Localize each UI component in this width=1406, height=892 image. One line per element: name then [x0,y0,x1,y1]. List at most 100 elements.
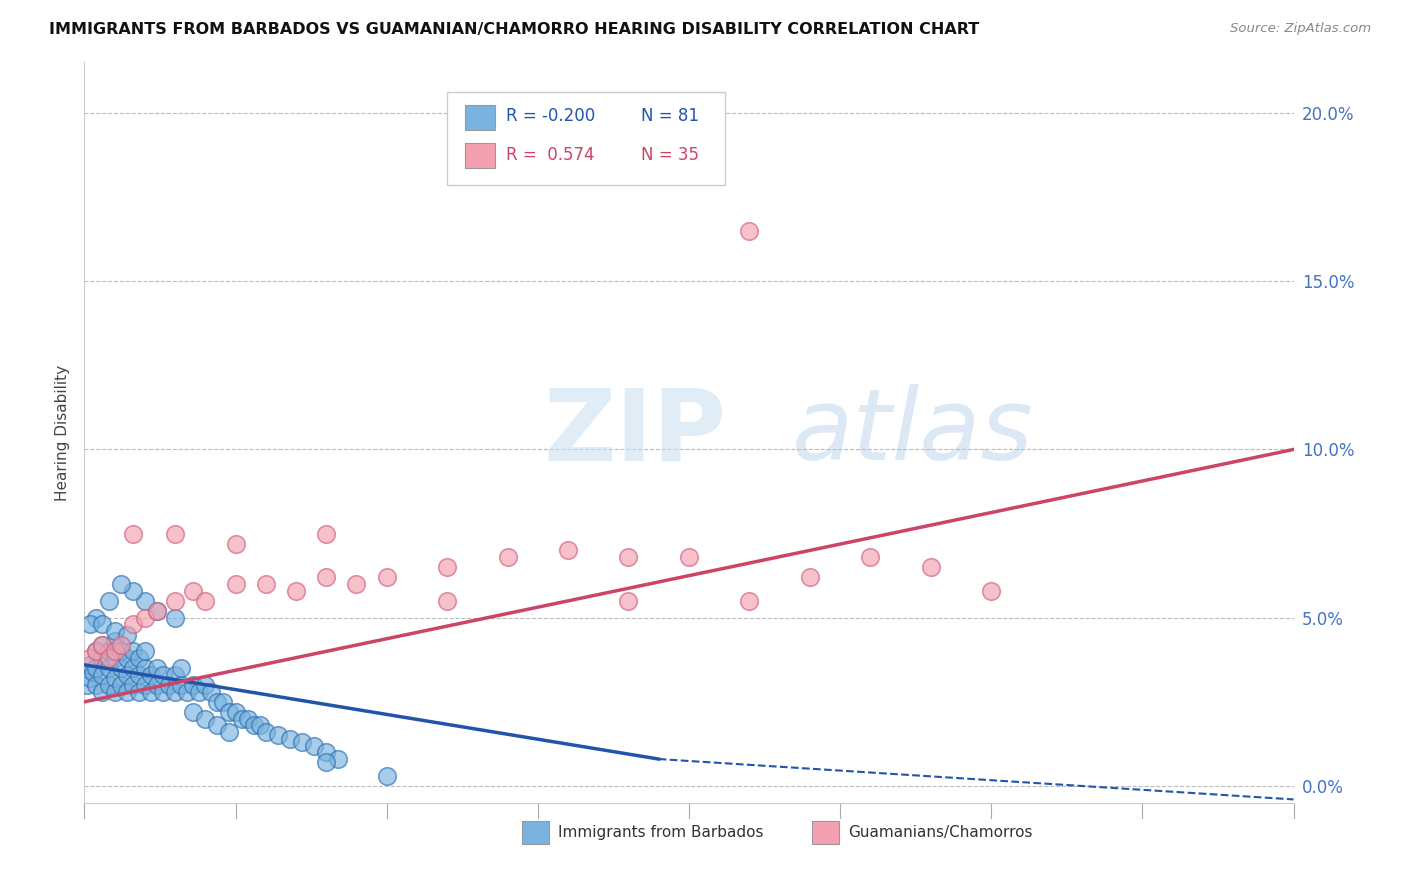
Point [115,651,138,665]
Point [157,678,180,692]
Text: IMMIGRANTS FROM BARBADOS VS GUAMANIAN/CHAMORRO HEARING DISABILITY CORRELATION CH: IMMIGRANTS FROM BARBADOS VS GUAMANIAN/CH… [49,22,980,37]
Y-axis label: Hearing Disability: Hearing Disability [55,365,70,500]
Point [146,604,169,618]
Point [128,651,150,665]
Point [110,638,132,652]
Point [121,678,143,692]
Point [346,577,368,591]
Point [225,577,247,591]
Point [176,685,198,699]
Point [242,718,264,732]
Point [104,634,127,648]
Text: atlas: atlas [792,384,1033,481]
Point [328,752,350,766]
Point [617,550,640,565]
Point [859,550,882,565]
Text: Source: ZipAtlas.com: Source: ZipAtlas.com [1230,22,1371,36]
Point [128,668,150,682]
Point [104,671,127,685]
Point [557,543,579,558]
Point [165,594,187,608]
Point [79,657,101,672]
FancyBboxPatch shape [465,143,495,169]
Point [165,526,187,541]
Point [285,583,308,598]
Point [249,718,271,732]
Point [165,610,187,624]
Point [617,594,640,608]
FancyBboxPatch shape [447,92,725,185]
Point [181,583,204,598]
Point [121,617,143,632]
Point [128,685,150,699]
Point [79,651,101,665]
Point [82,665,104,679]
Point [170,661,193,675]
Point [375,769,398,783]
Point [194,712,217,726]
Point [436,594,458,608]
Point [920,560,942,574]
Point [86,644,108,658]
Point [134,661,156,675]
Point [115,627,138,641]
Text: Immigrants from Barbados: Immigrants from Barbados [558,825,763,840]
Point [104,624,127,639]
Point [91,638,114,652]
Point [218,705,240,719]
Point [170,678,193,692]
Point [375,570,398,584]
Point [86,610,108,624]
Point [315,526,337,541]
Point [97,678,120,692]
Point [86,678,108,692]
Point [267,729,290,743]
Point [86,661,108,675]
Point [291,735,314,749]
Point [121,661,143,675]
Point [207,718,229,732]
Point [79,617,101,632]
Point [218,725,240,739]
FancyBboxPatch shape [522,822,548,844]
Text: ZIP: ZIP [544,384,727,481]
Point [738,224,761,238]
Point [207,695,229,709]
Point [678,550,700,565]
Point [104,685,127,699]
Text: R =  0.574: R = 0.574 [506,146,595,164]
Point [121,526,143,541]
Point [738,594,761,608]
Point [236,712,259,726]
Text: R = -0.200: R = -0.200 [506,108,596,126]
Point [980,583,1002,598]
Text: Guamanians/Chamorros: Guamanians/Chamorros [849,825,1033,840]
Point [91,668,114,682]
Point [181,705,204,719]
Point [146,604,169,618]
Point [165,668,187,682]
Point [139,668,162,682]
Text: N = 35: N = 35 [641,146,699,164]
Point [91,638,114,652]
Point [315,570,337,584]
Point [436,560,458,574]
Point [115,685,138,699]
Point [134,610,156,624]
Point [134,644,156,658]
Point [225,536,247,550]
Point [315,745,337,759]
Point [165,685,187,699]
Point [181,678,204,692]
Point [278,731,301,746]
Point [200,685,222,699]
Point [79,671,101,685]
Point [86,644,108,658]
Point [91,617,114,632]
Point [188,685,211,699]
Point [76,678,98,692]
Point [152,668,174,682]
Point [799,570,821,584]
Point [254,577,277,591]
Point [104,644,127,658]
